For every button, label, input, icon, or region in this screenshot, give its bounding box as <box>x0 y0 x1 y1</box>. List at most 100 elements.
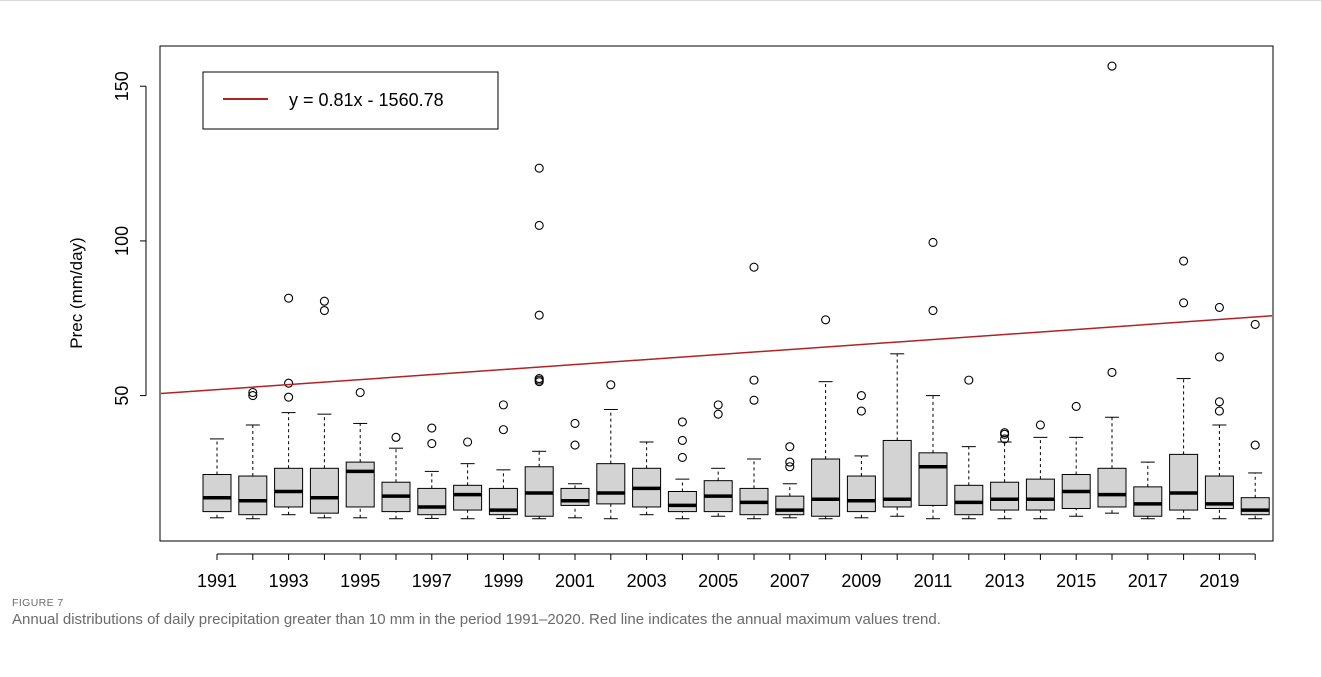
outlier-point <box>677 452 687 463</box>
outlier-point <box>749 395 759 405</box>
outlier-point <box>785 442 795 452</box>
box-iqr <box>1097 467 1127 508</box>
box-1998 <box>453 437 483 520</box>
outlier-point <box>319 305 329 316</box>
outlier-point <box>427 423 437 433</box>
box-2015 <box>1061 401 1091 517</box>
outlier-point <box>1107 61 1117 71</box>
legend-box <box>202 71 499 130</box>
x-tick-label: 2007 <box>770 571 810 590</box>
x-tick-label: 2017 <box>1128 571 1168 590</box>
outlier-point <box>677 435 687 446</box>
box-1996 <box>381 432 411 520</box>
box-1999 <box>488 400 518 519</box>
box-iqr <box>882 439 912 508</box>
outlier-point <box>785 457 795 467</box>
box-2002 <box>596 380 626 520</box>
outlier-point <box>534 374 544 384</box>
outlier-point <box>1250 319 1260 329</box>
box-2012 <box>954 375 984 520</box>
box-iqr <box>560 487 590 506</box>
y-axis-label: Prec (mm/day) <box>67 237 86 348</box>
x-tick-label: 2013 <box>985 571 1025 590</box>
box-iqr <box>309 467 339 514</box>
outlier-point <box>1000 428 1010 438</box>
outlier-point <box>1071 401 1081 411</box>
y-tick-label: 100 <box>112 226 132 256</box>
box-2008 <box>811 315 841 520</box>
box-2004 <box>667 417 697 520</box>
outlier-point <box>1035 420 1045 430</box>
outlier-point <box>856 391 866 401</box>
outlier-point <box>534 163 544 173</box>
box-2016 <box>1097 61 1127 514</box>
box-2011 <box>918 237 948 520</box>
outlier-point <box>534 220 544 230</box>
outlier-point <box>677 417 687 427</box>
box-iqr <box>238 475 268 516</box>
x-tick-label: 1993 <box>269 571 309 590</box>
box-1994 <box>309 296 339 519</box>
outlier-point <box>534 310 544 320</box>
outlier-point <box>928 305 938 316</box>
box-iqr <box>453 484 483 511</box>
outlier-point <box>498 425 508 435</box>
box-2006 <box>739 262 769 520</box>
x-tick-label: 2015 <box>1056 571 1096 590</box>
box-1993 <box>274 293 304 516</box>
box-iqr <box>667 491 697 513</box>
box-series <box>202 61 1270 520</box>
y-tick-label: 50 <box>112 386 132 406</box>
box-iqr <box>1025 478 1055 511</box>
outlier-point <box>284 293 294 303</box>
box-2009 <box>846 391 876 519</box>
x-tick-label: 1991 <box>197 571 237 590</box>
outlier-point <box>570 418 580 428</box>
outlier-point <box>713 400 723 410</box>
x-tick-label: 2019 <box>1199 571 1239 590</box>
box-1991 <box>202 438 232 519</box>
plot-frame <box>159 45 1274 542</box>
outlier-point <box>1214 397 1224 407</box>
outlier-point <box>1214 406 1224 416</box>
box-iqr <box>596 463 626 505</box>
box-iqr <box>274 467 304 508</box>
outlier-point <box>319 296 329 306</box>
outlier-point <box>1250 440 1260 450</box>
box-2007 <box>775 442 805 519</box>
y-axis: 50 100 150 <box>112 71 147 406</box>
box-iqr <box>990 481 1020 511</box>
box-iqr <box>202 473 232 513</box>
box-2020 <box>1240 319 1270 520</box>
outlier-point <box>713 409 723 419</box>
outlier-point <box>355 387 365 398</box>
outlier-point <box>1179 256 1189 266</box>
box-2010 <box>882 353 912 517</box>
outlier-point <box>284 378 294 388</box>
x-tick-label: 1999 <box>483 571 523 590</box>
outlier-point <box>856 406 866 416</box>
box-2018 <box>1169 256 1199 520</box>
outlier-point <box>1179 298 1189 308</box>
outlier-point <box>606 380 616 390</box>
box-2019 <box>1204 302 1234 520</box>
box-2000 <box>524 163 554 520</box>
x-axis: 1991 1993 1995 1997 1999 2001 2003 2005 2007 2009… <box>197 553 1256 590</box>
box-iqr <box>775 495 805 516</box>
figure-caption: Annual distributions of daily precipitat… <box>12 611 941 628</box>
outlier-point <box>1000 434 1010 444</box>
x-tick-label: 2005 <box>698 571 738 590</box>
box-1995 <box>345 387 375 519</box>
box-iqr <box>417 487 447 516</box>
x-tick-label: 2003 <box>627 571 667 590</box>
outlier-point <box>391 432 401 442</box>
box-iqr <box>1169 453 1199 511</box>
legend-label: y = 0.81x - 1560.78 <box>289 90 444 110</box>
outlier-point <box>570 440 580 450</box>
box-1992 <box>238 387 268 520</box>
box-2005 <box>703 400 733 517</box>
box-iqr <box>811 458 841 517</box>
box-2003 <box>632 441 662 516</box>
x-tick-label: 2011 <box>914 571 953 590</box>
box-2001 <box>560 418 590 519</box>
